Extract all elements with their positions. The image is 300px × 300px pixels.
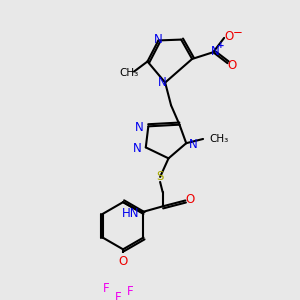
Text: −: − bbox=[233, 26, 242, 38]
Text: O: O bbox=[227, 59, 236, 72]
Text: O: O bbox=[225, 30, 234, 43]
Text: +: + bbox=[217, 41, 225, 50]
Text: CH₃: CH₃ bbox=[210, 134, 229, 144]
Text: N: N bbox=[158, 76, 166, 89]
Text: N: N bbox=[189, 137, 197, 151]
Text: O: O bbox=[185, 193, 194, 206]
Text: N: N bbox=[211, 45, 220, 58]
Text: N: N bbox=[135, 121, 144, 134]
Text: CH₃: CH₃ bbox=[119, 68, 139, 78]
Text: O: O bbox=[118, 255, 128, 268]
Text: N: N bbox=[133, 142, 142, 155]
Text: S: S bbox=[156, 170, 164, 183]
Text: F: F bbox=[127, 285, 133, 298]
Text: F: F bbox=[115, 291, 121, 300]
Text: F: F bbox=[103, 282, 110, 296]
Text: N: N bbox=[154, 33, 163, 46]
Text: HN: HN bbox=[122, 207, 139, 220]
